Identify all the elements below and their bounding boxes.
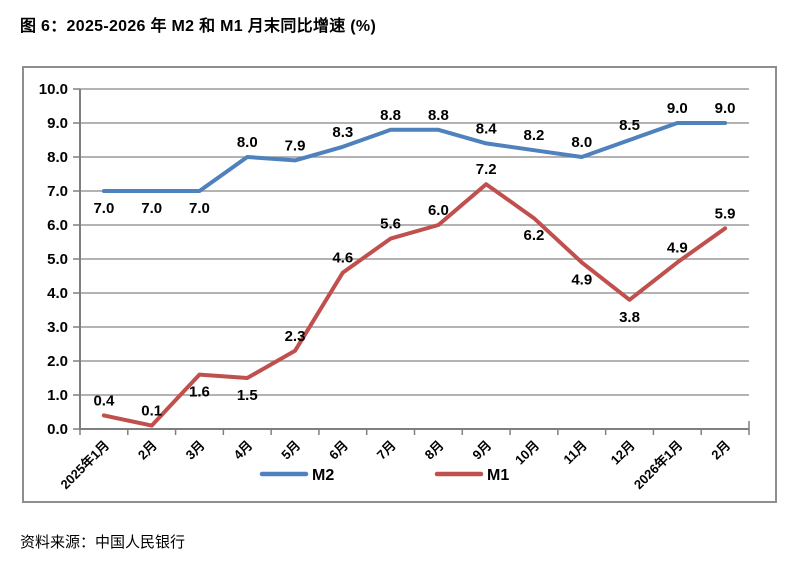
- x-tick-label: 5月: [278, 438, 303, 463]
- series-line-M2: [101, 121, 728, 193]
- y-tick-label: 1.0: [47, 387, 68, 404]
- data-label: 8.5: [619, 117, 640, 134]
- legend-label: M2: [312, 467, 334, 484]
- x-tick-label: 2月: [708, 438, 733, 463]
- data-label: 8.3: [332, 124, 353, 141]
- data-label: 1.6: [189, 384, 210, 401]
- data-label: 7.2: [476, 161, 497, 178]
- x-tick-label: 10月: [512, 438, 542, 468]
- data-label: 3.8: [619, 309, 640, 326]
- x-tick-label: 6月: [326, 438, 351, 463]
- data-label: 7.0: [189, 200, 210, 217]
- y-tick-label: 6.0: [47, 217, 68, 234]
- x-tick-label: 11月: [560, 438, 590, 468]
- y-tick-label: 2.0: [47, 353, 68, 370]
- y-tick-label: 10.0: [39, 81, 68, 98]
- x-axis-ticks: [79, 421, 750, 435]
- y-axis-labels: 0.0 1.0 2.0 3.0 4.0 5.0 6.0 7.0 8.0 9.0 10.0: [39, 81, 68, 438]
- series-labels-M2: 7.0 7.0 7.0 8.0 7.9 8.3 8.8 8.8 8.4 8.2 8.0 8.5 9.0 9…: [93, 100, 735, 217]
- y-tick-label: 7.0: [47, 183, 68, 200]
- y-axis-ticks: [73, 88, 80, 430]
- line-chart: 0.0 1.0 2.0 3.0 4.0 5.0 6.0 7.0 8.0 9.0 10.0 2025年1…: [39, 81, 750, 493]
- legend: M2 M1: [259, 467, 509, 484]
- data-label: 8.0: [237, 134, 258, 151]
- x-tick-label: 8月: [422, 438, 447, 463]
- data-label: 1.5: [237, 387, 258, 404]
- y-tick-label: 9.0: [47, 115, 68, 132]
- data-label: 2.3: [285, 328, 306, 345]
- data-label: 8.2: [524, 127, 545, 144]
- y-tick-label: 4.0: [47, 285, 68, 302]
- x-tick-label: 12月: [608, 438, 638, 468]
- legend-item-M2: M2: [259, 467, 334, 484]
- data-label: 8.8: [380, 107, 401, 124]
- data-label: 0.1: [141, 403, 162, 420]
- figure-title: 图 6：2025-2026 年 M2 和 M1 月末同比增速 (%): [20, 18, 377, 35]
- legend-label: M1: [487, 467, 509, 484]
- data-label: 4.9: [667, 239, 688, 256]
- data-label: 0.4: [93, 392, 115, 409]
- data-label: 5.9: [715, 205, 736, 222]
- y-tick-label: 0.0: [47, 421, 68, 438]
- x-tick-label: 3月: [183, 438, 208, 463]
- x-tick-label: 2025年1月: [57, 438, 112, 493]
- data-label: 6.0: [428, 202, 449, 219]
- data-label: 7.0: [93, 200, 114, 217]
- y-tick-label: 8.0: [47, 149, 68, 166]
- x-tick-label: 2026年1月: [631, 438, 686, 493]
- y-tick-label: 5.0: [47, 251, 68, 268]
- series-line-M1: [101, 182, 728, 428]
- data-label: 4.9: [571, 271, 592, 288]
- data-label: 6.2: [524, 227, 545, 244]
- legend-item-M1: M1: [434, 467, 509, 484]
- x-tick-label: 2月: [135, 438, 160, 463]
- y-tick-label: 3.0: [47, 319, 68, 336]
- x-tick-label: 7月: [374, 438, 399, 463]
- x-tick-label: 4月: [230, 438, 255, 463]
- data-label: 7.9: [285, 137, 306, 154]
- data-label: 7.0: [141, 200, 162, 217]
- data-label: 9.0: [667, 100, 688, 117]
- series-labels-M1: 0.4 0.1 1.6 1.5 2.3 4.6 5.6 6.0 7.2 6.2 4.9 3.8 4.9 5…: [93, 161, 735, 419]
- data-label: 9.0: [715, 100, 736, 117]
- data-label: 8.0: [571, 134, 592, 151]
- figure-source: 资料来源：中国人民银行: [20, 534, 186, 551]
- x-tick-label: 9月: [469, 438, 494, 463]
- data-label: 8.8: [428, 107, 449, 124]
- data-label: 5.6: [380, 216, 401, 233]
- chart-frame: 0.0 1.0 2.0 3.0 4.0 5.0 6.0 7.0 8.0 9.0 10.0 2025年1…: [22, 66, 777, 503]
- data-label: 4.6: [332, 250, 353, 267]
- data-label: 8.4: [476, 120, 498, 137]
